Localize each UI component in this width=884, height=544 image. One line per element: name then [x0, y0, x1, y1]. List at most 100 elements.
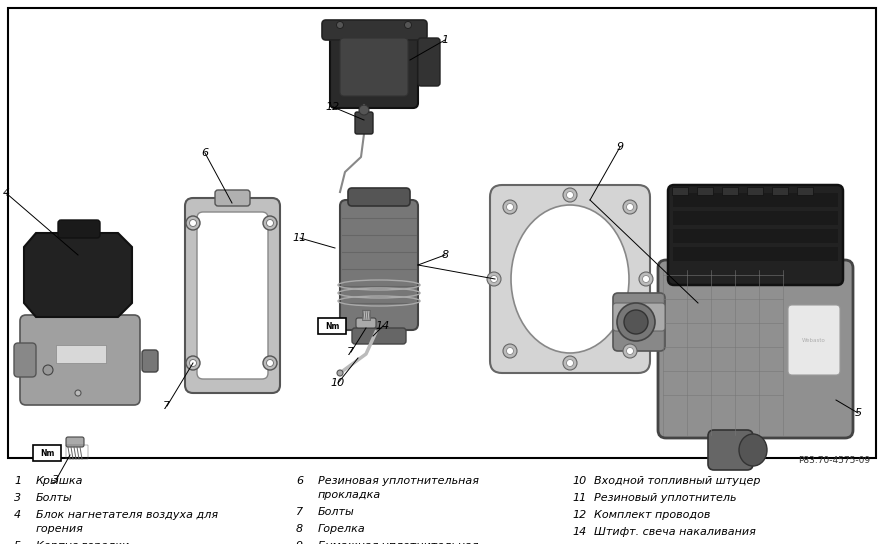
Text: Бумажная уплотнительная: Бумажная уплотнительная — [318, 541, 478, 544]
Text: 9: 9 — [296, 541, 303, 544]
Text: Горелка: Горелка — [318, 524, 366, 534]
Text: 6: 6 — [296, 477, 303, 486]
Bar — [673, 211, 838, 225]
Circle shape — [491, 275, 498, 282]
Circle shape — [623, 344, 637, 358]
Ellipse shape — [739, 434, 767, 466]
Ellipse shape — [624, 310, 648, 334]
Text: 10: 10 — [572, 477, 586, 486]
Text: Корпус горелки: Корпус горелки — [36, 541, 129, 544]
FancyBboxPatch shape — [330, 30, 418, 108]
FancyBboxPatch shape — [215, 190, 250, 206]
FancyBboxPatch shape — [14, 343, 36, 377]
Circle shape — [263, 216, 277, 230]
Text: прокладка: прокладка — [318, 491, 381, 500]
Text: Штифт. свеча накаливания: Штифт. свеча накаливания — [594, 528, 756, 537]
Circle shape — [189, 219, 196, 226]
FancyBboxPatch shape — [668, 185, 843, 285]
Text: Крышка: Крышка — [36, 477, 83, 486]
Text: 4: 4 — [14, 510, 21, 521]
Text: Блок нагнетателя воздуха для: Блок нагнетателя воздуха для — [36, 510, 218, 521]
FancyBboxPatch shape — [340, 200, 418, 330]
FancyBboxPatch shape — [418, 38, 440, 86]
Text: Болты: Болты — [318, 508, 354, 517]
Circle shape — [563, 188, 577, 202]
Ellipse shape — [617, 303, 655, 341]
Circle shape — [567, 191, 574, 199]
FancyBboxPatch shape — [788, 305, 840, 375]
Circle shape — [503, 200, 517, 214]
FancyBboxPatch shape — [20, 315, 140, 405]
FancyBboxPatch shape — [142, 350, 158, 372]
FancyBboxPatch shape — [348, 188, 410, 206]
Circle shape — [263, 356, 277, 370]
Text: 3: 3 — [52, 475, 59, 485]
Bar — [318, 318, 346, 334]
Bar — [673, 193, 838, 207]
FancyBboxPatch shape — [356, 318, 376, 328]
Circle shape — [487, 272, 501, 286]
Text: 14: 14 — [572, 528, 586, 537]
FancyBboxPatch shape — [185, 198, 280, 393]
Bar — [672, 187, 688, 195]
Circle shape — [337, 22, 344, 28]
Circle shape — [563, 356, 577, 370]
Circle shape — [643, 275, 650, 282]
Text: 3: 3 — [14, 493, 21, 503]
FancyBboxPatch shape — [613, 303, 665, 331]
Circle shape — [567, 360, 574, 367]
Text: 10: 10 — [331, 378, 345, 388]
FancyBboxPatch shape — [197, 212, 268, 379]
FancyBboxPatch shape — [490, 185, 650, 373]
Text: 7: 7 — [296, 508, 303, 517]
Text: Резиновая уплотнительная: Резиновая уплотнительная — [318, 477, 479, 486]
Bar — [673, 247, 838, 261]
Bar — [33, 445, 61, 461]
Circle shape — [186, 356, 200, 370]
Text: 12: 12 — [326, 102, 340, 112]
Circle shape — [507, 203, 514, 211]
Text: горения: горения — [36, 524, 84, 534]
Text: 1: 1 — [14, 477, 21, 486]
Text: 5: 5 — [855, 408, 862, 418]
Text: Входной топливный штуцер: Входной топливный штуцер — [594, 477, 760, 486]
Text: 8: 8 — [441, 250, 448, 260]
Bar — [56, 345, 106, 363]
Text: P83.70-4575-09: P83.70-4575-09 — [798, 456, 870, 466]
Text: Комплект проводов: Комплект проводов — [594, 510, 711, 521]
Text: 8: 8 — [296, 524, 303, 534]
Bar — [697, 187, 713, 195]
FancyBboxPatch shape — [340, 38, 408, 96]
Text: 12: 12 — [572, 510, 586, 521]
Circle shape — [507, 348, 514, 355]
Circle shape — [627, 348, 634, 355]
Bar — [772, 187, 788, 195]
Text: 7: 7 — [164, 401, 171, 411]
Text: Болты: Болты — [36, 493, 72, 503]
Circle shape — [623, 200, 637, 214]
Circle shape — [627, 203, 634, 211]
Circle shape — [503, 344, 517, 358]
Circle shape — [266, 219, 273, 226]
Text: Резиновый уплотнитель: Резиновый уплотнитель — [594, 493, 736, 503]
Text: 11: 11 — [572, 493, 586, 503]
Polygon shape — [24, 233, 132, 317]
Circle shape — [43, 365, 53, 375]
Circle shape — [405, 22, 411, 28]
Circle shape — [337, 370, 343, 376]
Circle shape — [359, 105, 369, 115]
Circle shape — [189, 360, 196, 367]
FancyBboxPatch shape — [66, 437, 84, 447]
FancyBboxPatch shape — [322, 20, 427, 40]
Bar — [673, 229, 838, 243]
Text: Nm: Nm — [324, 322, 339, 331]
Bar — [66, 445, 88, 459]
Text: 5: 5 — [14, 541, 21, 544]
Bar — [362, 310, 370, 320]
FancyBboxPatch shape — [708, 430, 753, 470]
Text: Nm: Nm — [40, 449, 54, 459]
Text: 6: 6 — [202, 148, 209, 158]
FancyBboxPatch shape — [58, 220, 100, 238]
Text: 14: 14 — [376, 321, 390, 331]
Bar — [8, 8, 876, 459]
